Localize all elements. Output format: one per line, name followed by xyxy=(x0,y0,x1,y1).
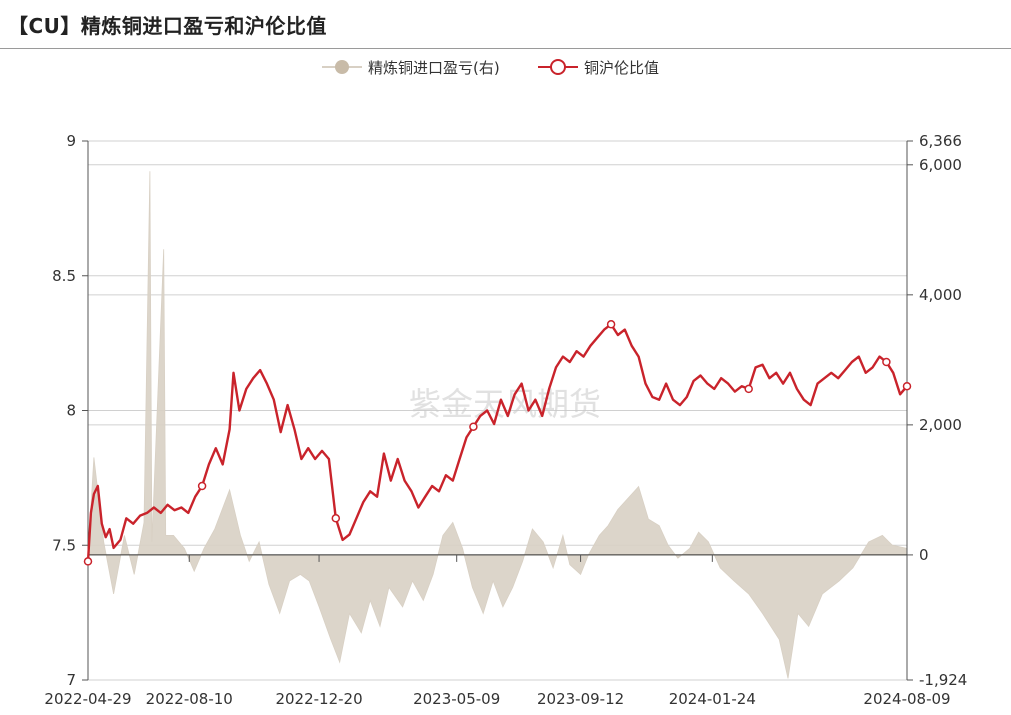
legend-item-import-profit[interactable]: 精炼铜进口盈亏(右) xyxy=(322,55,500,79)
x-tick-label-3: 2023-05-09 xyxy=(413,690,500,708)
watermark: 紫金天风期货 xyxy=(409,385,601,423)
x-tick-label-4: 2023-09-12 xyxy=(537,690,624,708)
left-tick-label-4: 9 xyxy=(66,132,76,150)
legend-label-import-profit: 精炼铜进口盈亏(右) xyxy=(368,58,500,77)
chart-legend: 精炼铜进口盈亏(右) 铜沪伦比值 xyxy=(0,55,1011,79)
legend-label-ratio: 铜沪伦比值 xyxy=(584,58,660,77)
right-tick-label-1: 0 xyxy=(919,546,929,564)
right-tick-label-2: 2,000 xyxy=(919,416,962,434)
x-tick-label-5: 2024-01-24 xyxy=(669,690,756,708)
x-tick-label-1: 2022-08-10 xyxy=(146,690,233,708)
ratio-point-0 xyxy=(83,557,93,566)
ratio-point-40 xyxy=(331,514,341,523)
x-tick-label-6: 2024-08-09 xyxy=(863,690,950,708)
title-divider xyxy=(0,48,1011,49)
right-tick-label-5: 6,366 xyxy=(919,132,962,150)
x-tick-label-0: 2022-04-29 xyxy=(44,690,131,708)
ratio-line xyxy=(86,323,908,562)
axes xyxy=(82,140,913,681)
left-tick-label-0: 7 xyxy=(66,671,76,689)
import-profit-area-layer xyxy=(87,171,908,679)
ratio-point-123 xyxy=(902,381,912,391)
left-tick-label-2: 8 xyxy=(66,402,76,420)
ratio-point-100 xyxy=(744,384,753,394)
tick-labels: 7 7.5 8 8.5 9 -1,924 0 2,000 4,000 6,000 6,366 2022… xyxy=(44,132,967,708)
legend-swatch-import-profit xyxy=(322,55,362,79)
x-tick-label-2: 2022-12-20 xyxy=(275,690,362,708)
legend-item-ratio[interactable]: 铜沪伦比值 xyxy=(538,55,659,79)
legend-swatch-ratio xyxy=(538,55,578,79)
left-tick-label-1: 7.5 xyxy=(52,536,76,554)
left-tick-label-3: 8.5 xyxy=(52,267,76,285)
right-tick-label-4: 6,000 xyxy=(919,156,962,174)
ratio-point-20 xyxy=(197,481,207,491)
ratio-point-80 xyxy=(606,320,616,329)
ratio-point-120 xyxy=(882,357,891,367)
ratio-line-layer xyxy=(83,320,912,566)
chart-title: 【CU】精炼铜进口盈亏和沪伦比值 xyxy=(8,14,327,38)
right-tick-label-3: 4,000 xyxy=(919,286,962,304)
right-tick-label-0: -1,924 xyxy=(919,671,967,689)
import-profit-area xyxy=(87,171,908,679)
ratio-point-60 xyxy=(469,422,478,431)
